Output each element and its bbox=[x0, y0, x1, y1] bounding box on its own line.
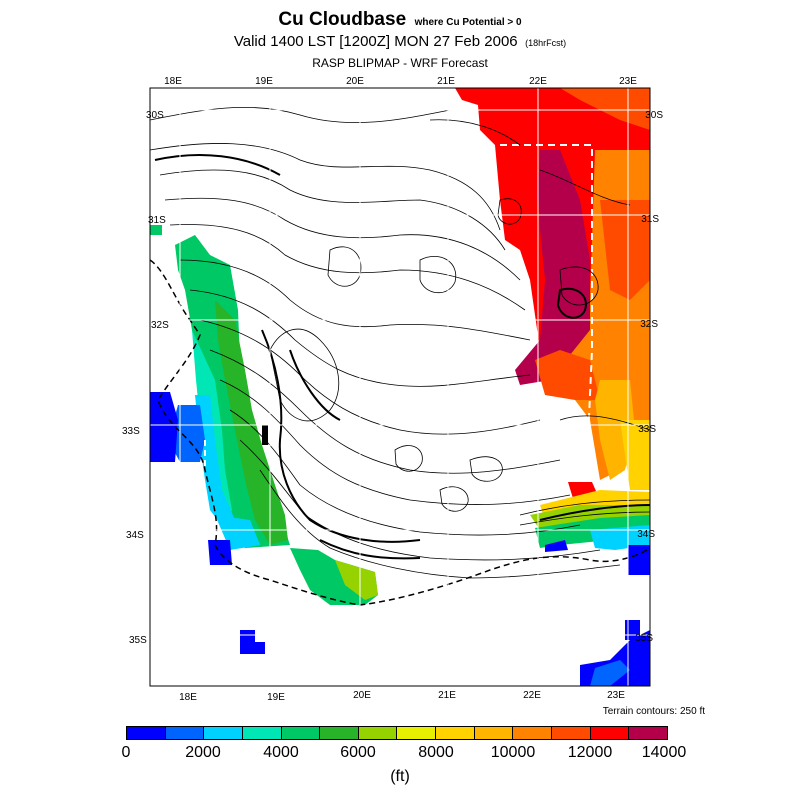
lat-label-right-32s: 32S bbox=[640, 319, 658, 330]
colorbar-swatch-2 bbox=[204, 727, 243, 739]
colorbar-tick-4000: 4000 bbox=[263, 744, 299, 761]
lat-label-left-35s: 35S bbox=[129, 635, 147, 646]
cloudbase-field bbox=[150, 88, 650, 686]
colorbar-swatch-4 bbox=[281, 727, 321, 739]
colorbar-swatch-0 bbox=[127, 727, 166, 739]
terrain-contours bbox=[150, 106, 650, 579]
map-title: Cu Cloudbase where Cu Potential > 0 bbox=[0, 9, 800, 31]
title-main: Cu Cloudbase bbox=[278, 9, 407, 30]
colorbar-swatch-13 bbox=[629, 727, 667, 739]
model-name: RASP BLIPMAP - WRF Forecast bbox=[312, 56, 488, 70]
colorbar-tick-12000: 12000 bbox=[567, 744, 613, 761]
lon-label-bottom-21e: 21E bbox=[438, 690, 456, 701]
colorbar-tick-0: 0 bbox=[121, 744, 131, 761]
lon-label-bottom-19e: 19E bbox=[267, 692, 285, 703]
lon-label-top-23e: 23E bbox=[619, 76, 637, 87]
colorbar bbox=[126, 726, 668, 740]
colorbar-swatch-12 bbox=[590, 727, 630, 739]
lon-label-top-22e: 22E bbox=[529, 76, 547, 87]
colorbar-tick-10000: 10000 bbox=[490, 744, 536, 761]
coastline bbox=[150, 259, 650, 606]
colorbar-tick-2000: 2000 bbox=[185, 744, 221, 761]
thick-contours bbox=[154, 154, 650, 560]
lat-label-left-30s: 30S bbox=[146, 110, 164, 121]
lat-label-left-33s: 33S bbox=[122, 426, 140, 437]
lat-label-right-31s: 31S bbox=[641, 214, 659, 225]
colorbar-swatch-1 bbox=[165, 727, 205, 739]
lat-label-left-31s: 31S bbox=[148, 215, 166, 226]
forecast-hours: (18hrFcst) bbox=[525, 38, 567, 48]
colorbar-swatch-10 bbox=[513, 727, 553, 739]
province-boundary bbox=[500, 144, 593, 481]
title-note: where Cu Potential > 0 bbox=[414, 17, 522, 28]
colorbar-swatch-6 bbox=[358, 727, 398, 739]
graticule bbox=[150, 88, 650, 686]
colorbar-swatch-7 bbox=[397, 727, 437, 739]
lat-label-left-34s: 34S bbox=[126, 530, 144, 541]
terrain-contour-note: Terrain contours: 250 ft bbox=[602, 706, 705, 717]
lat-label-left-32s: 32S bbox=[151, 320, 169, 331]
lon-label-bottom-23e: 23E bbox=[607, 690, 625, 701]
colorbar-swatch-11 bbox=[552, 727, 591, 739]
lat-label-right-33s: 33S bbox=[638, 424, 656, 435]
lon-label-top-18e: 18E bbox=[164, 76, 182, 87]
valid-time-text: Valid 1400 LST [1200Z] MON 27 Feb 2006 bbox=[233, 33, 518, 50]
lat-label-right-35s: 35S bbox=[635, 633, 653, 644]
colorbar-swatch-9 bbox=[474, 727, 514, 739]
colorbar-tick-8000: 8000 bbox=[418, 744, 454, 761]
lon-label-top-20e: 20E bbox=[346, 76, 364, 87]
lon-label-bottom-20e: 20E bbox=[353, 690, 371, 701]
colorbar-tick-6000: 6000 bbox=[340, 744, 376, 761]
lon-label-top-21e: 21E bbox=[437, 76, 455, 87]
lat-label-right-30s: 30S bbox=[645, 110, 663, 121]
colorbar-swatch-5 bbox=[320, 727, 359, 739]
colorbar-unit: (ft) bbox=[390, 768, 410, 785]
lon-label-bottom-22e: 22E bbox=[523, 690, 541, 701]
lon-label-bottom-18e: 18E bbox=[179, 692, 197, 703]
map-frame bbox=[149, 87, 651, 687]
lat-label-right-34s: 34S bbox=[637, 529, 655, 540]
colorbar-tick-14000: 14000 bbox=[641, 744, 687, 761]
valid-time: Valid 1400 LST [1200Z] MON 27 Feb 2006 (… bbox=[0, 33, 800, 51]
colorbar-swatch-8 bbox=[436, 727, 475, 739]
colorbar-swatch-3 bbox=[242, 727, 282, 739]
lon-label-top-19e: 19E bbox=[255, 76, 273, 87]
